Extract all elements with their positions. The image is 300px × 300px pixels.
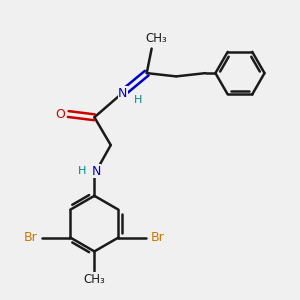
Text: Br: Br — [151, 231, 165, 244]
Text: CH₃: CH₃ — [83, 273, 105, 286]
Text: Br: Br — [24, 231, 38, 244]
Text: H: H — [134, 95, 143, 105]
Text: O: O — [55, 107, 65, 121]
Text: N: N — [118, 87, 128, 100]
Text: CH₃: CH₃ — [146, 32, 167, 45]
Text: N: N — [91, 165, 101, 178]
Text: H: H — [78, 166, 86, 176]
